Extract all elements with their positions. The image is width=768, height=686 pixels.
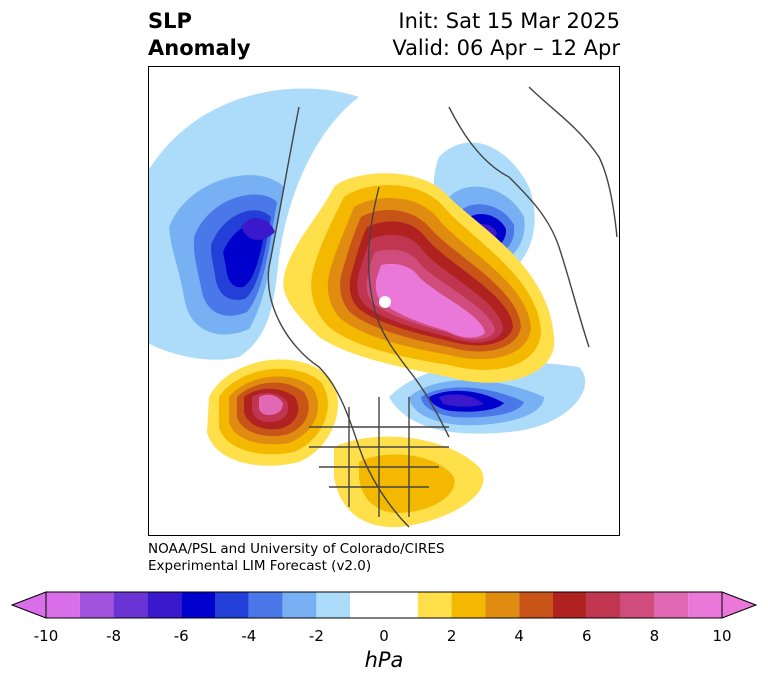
map-title: SLP Anomaly <box>148 8 251 62</box>
arctic-high <box>283 173 555 383</box>
colorbar-cell <box>282 592 317 618</box>
colorbar-tick-label: -6 <box>173 627 189 645</box>
credit-line-1: NOAA/PSL and University of Colorado/CIRE… <box>148 541 445 557</box>
forecast-dates: Init: Sat 15 Mar 2025 Valid: 06 Apr – 12… <box>392 8 620 62</box>
colorbar-cell <box>147 592 182 618</box>
colorbar-cell <box>79 592 114 618</box>
colorbar-tick-label: 10 <box>712 627 732 645</box>
anomaly-map <box>148 66 620 536</box>
colorbar-unit: hPa <box>364 648 404 672</box>
colorbar-cell <box>586 592 621 618</box>
colorbar <box>10 591 758 619</box>
colorbar-cell <box>46 592 80 618</box>
colorbar-cell <box>688 592 722 618</box>
colorbar-cell <box>350 592 418 618</box>
colorbar-extend-high <box>721 591 758 619</box>
credit-line-2: Experimental LIM Forecast (v2.0) <box>148 558 372 574</box>
colorbar-tick-label: -8 <box>106 627 122 645</box>
valid-dates: Valid: 06 Apr – 12 Apr <box>392 36 620 60</box>
colorbar-tick-label: 2 <box>446 627 457 645</box>
colorbar-cell <box>485 592 520 618</box>
colorbar-tick-label: -2 <box>308 627 324 645</box>
colorbar-tick-label: 4 <box>514 627 524 645</box>
colorbar-tick-label: -4 <box>241 627 257 645</box>
colorbar-cell <box>316 592 351 618</box>
coastlines <box>267 86 618 528</box>
colorbar-cell <box>113 592 148 618</box>
colorbar-tick-label: 6 <box>582 627 592 645</box>
colorbar-cell <box>519 592 553 618</box>
colorbar-cell <box>654 592 689 618</box>
credit-block: NOAA/PSL and University of Colorado/CIRE… <box>148 541 445 575</box>
title-line-2: Anomaly <box>148 36 251 60</box>
colorbar-tick-label: 8 <box>649 627 660 645</box>
colorbar-outline <box>45 591 723 619</box>
colorbar-cell <box>451 592 486 618</box>
colorbar-cell <box>181 592 215 618</box>
init-date: Init: Sat 15 Mar 2025 <box>398 9 620 33</box>
colorbar-cell <box>248 592 283 618</box>
colorbar-tick-label: 0 <box>379 627 389 645</box>
colorbar-cell <box>620 592 655 618</box>
colorbar-cell <box>215 592 249 618</box>
southwest-high <box>207 359 338 466</box>
colorbar-cells <box>46 592 722 618</box>
colorbar-cell <box>553 592 587 618</box>
colorbar-cell <box>417 592 452 618</box>
colorbar-extend-low <box>10 591 47 619</box>
pacific-low <box>149 88 359 360</box>
map-svg <box>149 86 618 528</box>
colorbar-tick-label: -10 <box>33 627 59 645</box>
title-line-1: SLP <box>148 9 192 33</box>
